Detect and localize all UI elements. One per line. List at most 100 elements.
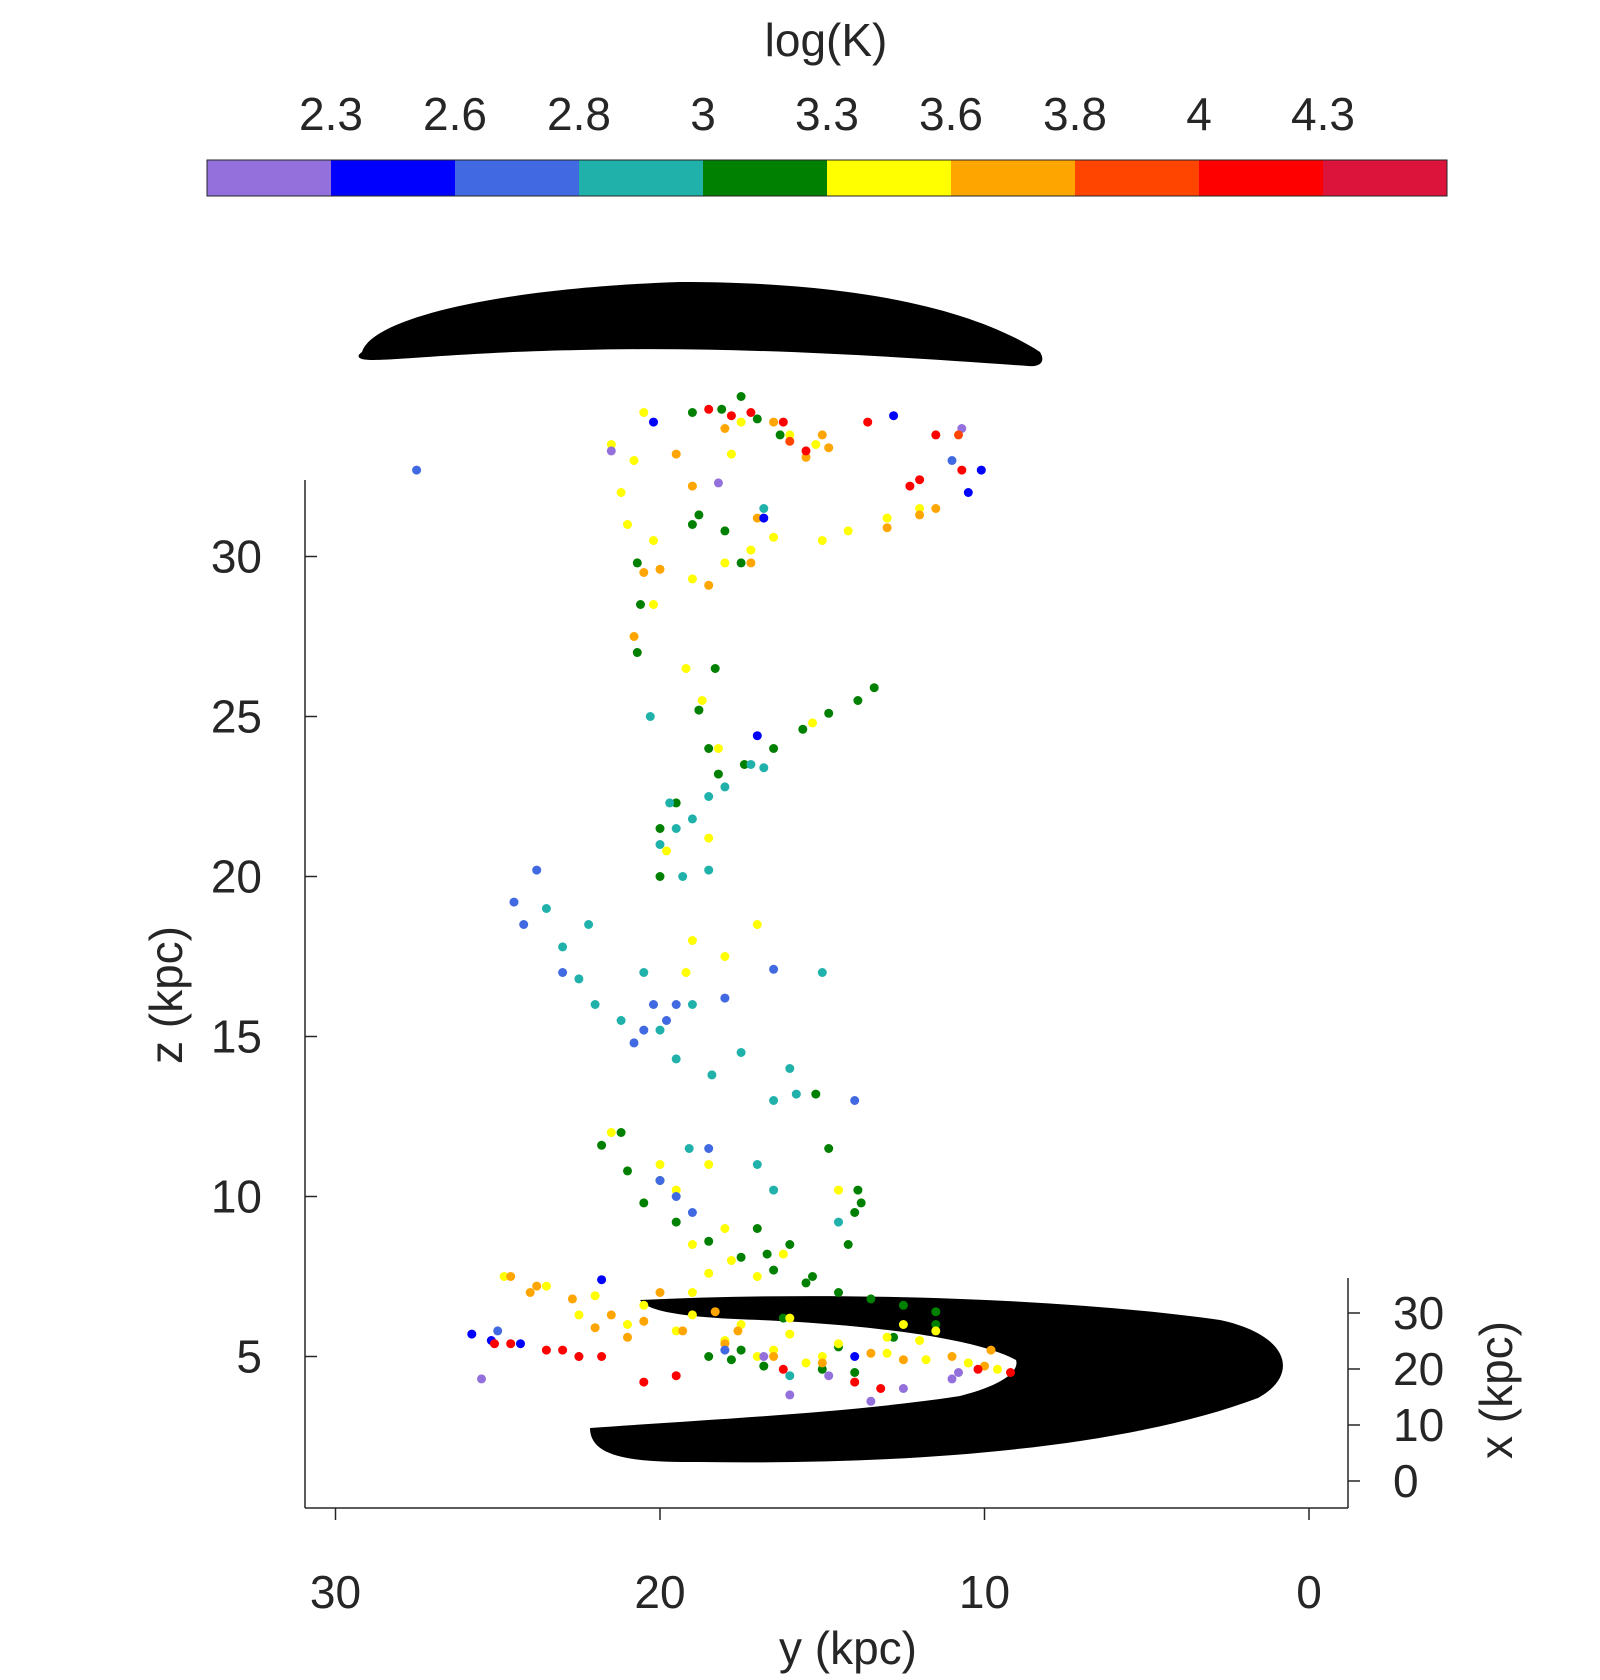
scatter-point	[1006, 1368, 1015, 1377]
scatter-point	[775, 430, 785, 440]
colorbar-segment	[827, 160, 952, 196]
scatter-point	[726, 1355, 736, 1365]
scatter-point	[516, 1339, 525, 1349]
scatter-point	[824, 1144, 834, 1153]
scatter-point	[746, 545, 756, 555]
scatter-point	[720, 952, 730, 961]
colorbar-tick-label: 3.3	[795, 88, 859, 140]
scatter-point	[606, 1128, 616, 1137]
scatter-point	[623, 1320, 632, 1329]
scatter-point	[785, 1064, 795, 1073]
scatter-point	[817, 968, 827, 977]
scatter-point	[736, 392, 746, 401]
z-tick-label: 5	[236, 1331, 262, 1383]
scatter-point	[746, 760, 756, 769]
scatter-point	[639, 1025, 649, 1035]
scatter-point	[655, 1288, 665, 1297]
scatter-point	[687, 936, 697, 945]
colorbar-segment	[455, 160, 580, 196]
scatter-point	[726, 1256, 736, 1265]
scatter-point	[671, 1185, 681, 1195]
scatter-point	[532, 865, 542, 875]
colorbar-tick-label: 3	[690, 88, 716, 140]
scatter-point	[662, 1016, 671, 1025]
scatter-point	[769, 417, 779, 427]
scatter-point	[824, 708, 834, 718]
scatter-point	[931, 1326, 941, 1336]
y-tick-label: 20	[634, 1566, 685, 1618]
scatter-point	[882, 1348, 892, 1358]
scatter-point	[785, 1329, 795, 1339]
scatter-point	[801, 452, 811, 462]
scatter-point	[915, 510, 925, 520]
scatter-point	[493, 1326, 503, 1336]
scatter-point	[736, 1048, 746, 1057]
scatter-point	[931, 1307, 941, 1317]
scatter-point	[720, 424, 730, 433]
scatter-point	[993, 1364, 1002, 1374]
scatter-point	[710, 1307, 720, 1317]
scatter-point	[671, 1054, 681, 1064]
scatter-point	[752, 1272, 762, 1281]
scatter-point	[704, 744, 714, 753]
scatter-point	[785, 436, 795, 446]
scatter-point	[541, 904, 551, 913]
scatter-point	[834, 1288, 843, 1297]
scatter-point	[681, 968, 691, 977]
scatter-point	[681, 664, 691, 673]
scatter-point	[931, 504, 941, 513]
scatter-point	[597, 1275, 607, 1285]
x-axis-label: x (kpc)	[1470, 1321, 1522, 1459]
scatter-point	[623, 1332, 632, 1342]
x-tick-label: 10	[1393, 1399, 1444, 1451]
scatter-point	[713, 744, 723, 753]
scatter-point	[704, 1144, 714, 1153]
scatter-point	[759, 763, 769, 773]
scatter-point	[759, 504, 769, 513]
scatter-point	[905, 481, 915, 491]
colorbar-segment	[207, 160, 332, 196]
scatter-point	[850, 1352, 860, 1361]
scatter-point	[746, 558, 756, 568]
scatter-point	[866, 1396, 876, 1406]
scatter-point	[532, 1281, 542, 1291]
colorbar-tick-label: 3.8	[1043, 88, 1107, 140]
scatter-point	[791, 1089, 801, 1099]
scatter-point	[707, 1070, 717, 1080]
scatter-point	[639, 1316, 649, 1326]
scatter-point	[639, 568, 649, 577]
scatter-point	[574, 1310, 584, 1320]
colorbar-tick-label: 4.3	[1291, 88, 1355, 140]
scatter-point	[921, 1355, 931, 1365]
scatter-point	[811, 1089, 821, 1099]
scatter-point	[632, 648, 642, 657]
scatter-point	[752, 1224, 762, 1233]
scatter-point	[567, 1294, 577, 1304]
scatter-point	[824, 1371, 834, 1381]
scatter-point	[834, 1185, 843, 1195]
scatter-point	[736, 1252, 746, 1262]
scatter-point	[863, 417, 873, 427]
scatter-point	[817, 1352, 827, 1361]
scatter-point	[558, 968, 568, 977]
colorbar-tick-label: 2.3	[299, 88, 363, 140]
scatter-point	[817, 1358, 827, 1368]
colorbar-tick-label: 4	[1186, 88, 1212, 140]
scatter-point	[671, 449, 681, 459]
z-tick-label: 30	[211, 531, 262, 583]
galaxy-disks	[358, 282, 1283, 1463]
scatter-point	[597, 1140, 607, 1150]
scatter-point	[655, 564, 665, 574]
scatter-point	[976, 465, 986, 475]
scatter-point	[752, 1160, 762, 1169]
scatter-point	[720, 558, 730, 568]
scatter-point	[704, 1160, 714, 1169]
scatter-points	[412, 392, 1015, 1406]
scatter-point	[616, 1128, 626, 1137]
colorbar-segment	[1075, 160, 1200, 196]
scatter-point	[606, 1310, 616, 1320]
scatter-point	[808, 1272, 817, 1281]
scatter-point	[801, 446, 811, 456]
y-tick-label: 0	[1296, 1566, 1322, 1618]
